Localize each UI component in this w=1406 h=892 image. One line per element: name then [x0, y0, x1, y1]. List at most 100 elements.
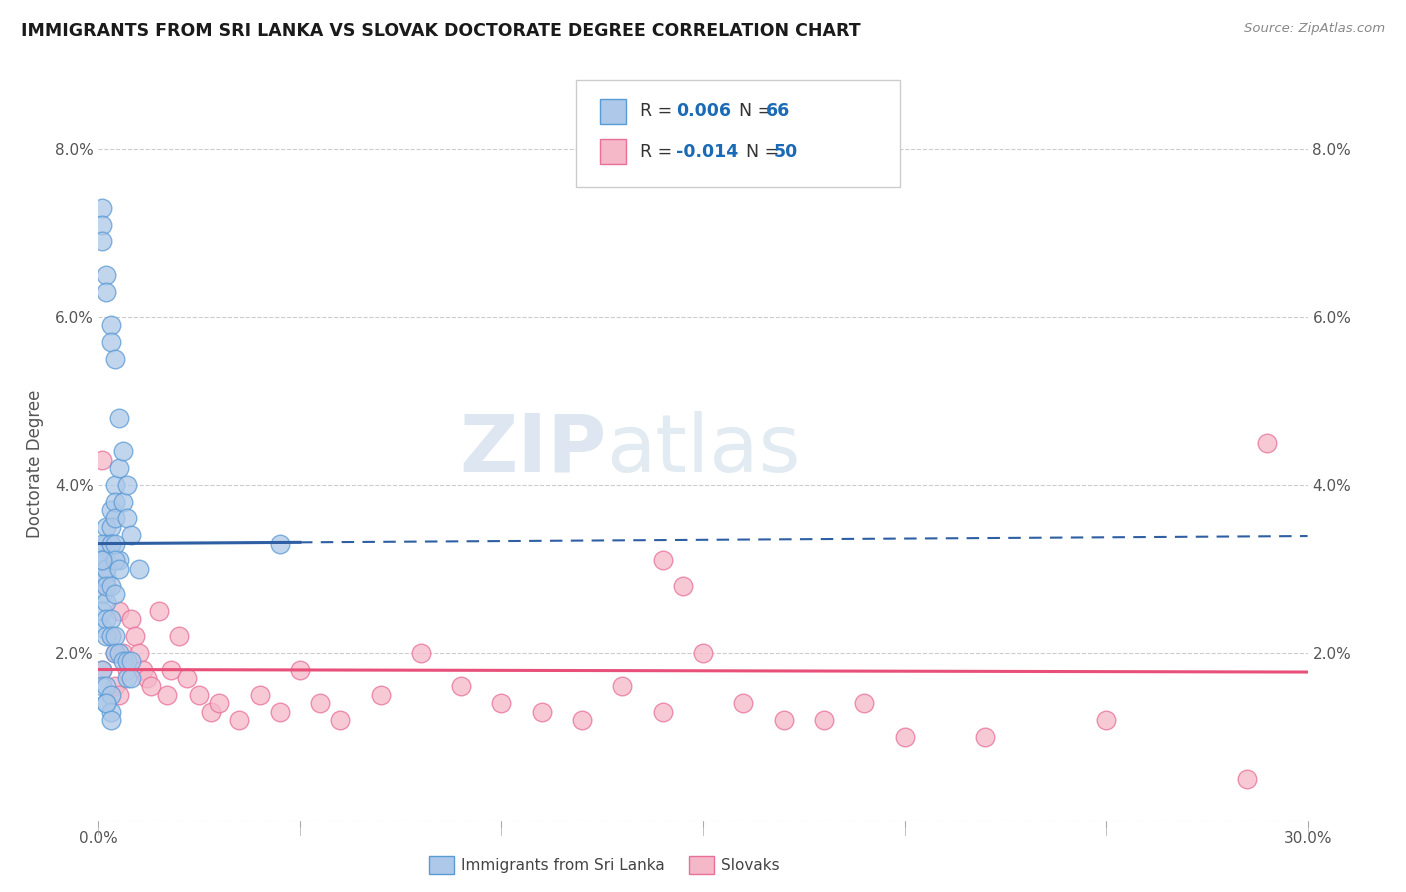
Point [96, 696, 118, 710]
Point [96, 268, 118, 282]
Point [91, 553, 114, 567]
Point [96, 578, 118, 592]
Point [530, 705, 553, 719]
Point [651, 553, 673, 567]
Point [1256, 435, 1278, 450]
Point [107, 562, 129, 576]
Text: 66: 66 [766, 103, 790, 120]
Point [100, 335, 122, 350]
Point [91, 201, 114, 215]
Point [329, 713, 352, 727]
Text: atlas: atlas [606, 410, 800, 489]
Point [733, 696, 755, 710]
Point [100, 503, 122, 517]
Point [132, 663, 155, 677]
Point [107, 553, 129, 567]
Point [491, 696, 513, 710]
Point [200, 705, 222, 719]
Point [96, 578, 118, 592]
Point [107, 604, 129, 618]
Point [120, 528, 142, 542]
Point [115, 671, 138, 685]
Point [139, 679, 162, 693]
Point [124, 629, 146, 643]
Point [249, 688, 271, 702]
Point [91, 621, 114, 635]
Point [91, 570, 114, 584]
Point [160, 663, 183, 677]
Point [103, 553, 125, 567]
Text: 0.006: 0.006 [676, 103, 731, 120]
Point [156, 688, 179, 702]
Point [103, 629, 125, 643]
Text: 50: 50 [773, 143, 797, 161]
Point [772, 713, 794, 727]
Point [269, 536, 291, 550]
Point [100, 629, 122, 643]
Point [288, 663, 311, 677]
Point [91, 553, 114, 567]
Point [120, 612, 142, 626]
Point [103, 494, 125, 508]
Point [96, 562, 118, 576]
Point [103, 587, 125, 601]
Point [96, 520, 118, 534]
Point [96, 553, 118, 567]
Point [409, 646, 432, 660]
Point [107, 688, 129, 702]
Point [111, 444, 134, 458]
Point [100, 536, 122, 550]
Point [176, 671, 198, 685]
Point [91, 663, 114, 677]
Point [103, 478, 125, 492]
Point [450, 679, 472, 693]
Point [91, 452, 114, 467]
Point [120, 654, 142, 668]
Point [135, 671, 157, 685]
Point [91, 587, 114, 601]
Point [111, 494, 134, 508]
Text: Source: ZipAtlas.com: Source: ZipAtlas.com [1244, 22, 1385, 36]
Point [96, 679, 118, 693]
Point [128, 562, 150, 576]
Point [672, 578, 695, 592]
Point [612, 679, 634, 693]
Point [115, 663, 138, 677]
Point [115, 478, 138, 492]
Point [100, 612, 122, 626]
Point [103, 536, 125, 550]
Text: IMMIGRANTS FROM SRI LANKA VS SLOVAK DOCTORATE DEGREE CORRELATION CHART: IMMIGRANTS FROM SRI LANKA VS SLOVAK DOCT… [21, 22, 860, 40]
Point [100, 688, 122, 702]
Text: R =: R = [640, 143, 678, 161]
Point [100, 629, 122, 643]
Point [120, 671, 142, 685]
Point [96, 612, 118, 626]
Point [651, 705, 673, 719]
Point [309, 696, 332, 710]
Text: R =: R = [640, 103, 678, 120]
Text: -0.014: -0.014 [676, 143, 738, 161]
Point [692, 646, 714, 660]
Point [107, 646, 129, 660]
Point [96, 696, 118, 710]
Point [228, 713, 250, 727]
Point [103, 646, 125, 660]
Point [813, 713, 835, 727]
Point [100, 713, 122, 727]
Point [103, 511, 125, 525]
Point [100, 520, 122, 534]
Point [96, 536, 118, 550]
Point [111, 646, 134, 660]
Point [128, 646, 150, 660]
Point [100, 705, 122, 719]
Point [96, 595, 118, 609]
Point [107, 410, 129, 425]
Point [91, 235, 114, 249]
Point [370, 688, 392, 702]
Point [96, 285, 118, 299]
Point [100, 318, 122, 333]
Point [208, 696, 231, 710]
Y-axis label: Doctorate Degree: Doctorate Degree [25, 390, 44, 538]
Point [103, 679, 125, 693]
Point [96, 629, 118, 643]
